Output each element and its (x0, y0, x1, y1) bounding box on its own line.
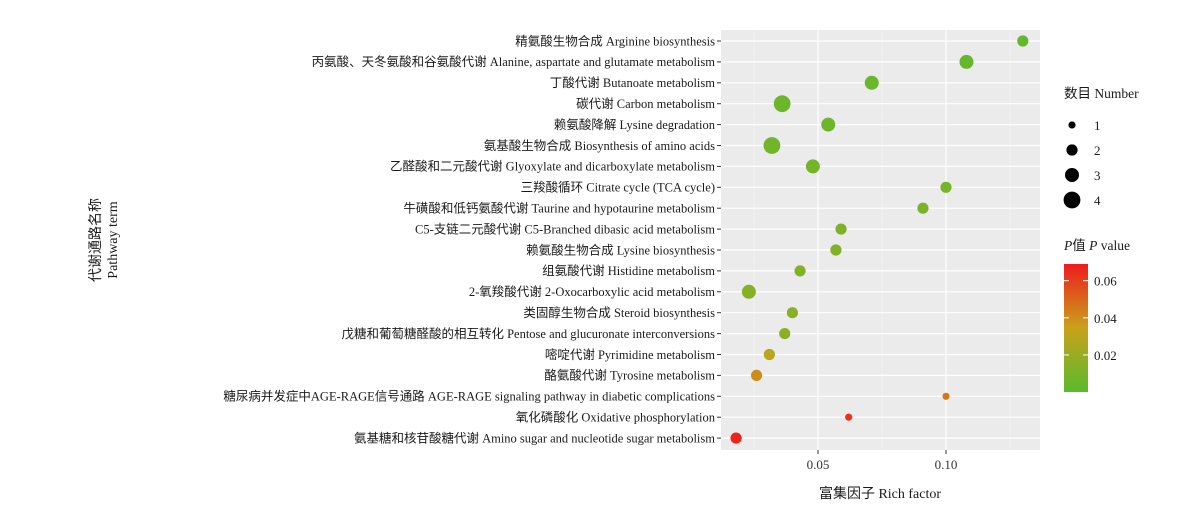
x-tick-label: 0.10 (935, 457, 958, 472)
plot-panel (721, 30, 1040, 450)
data-point (821, 117, 836, 132)
data-point (741, 284, 756, 299)
y-axis-title-line2: Pathway term (106, 201, 121, 278)
y-tick-label: 丙氨酸、天冬氨酸和谷氨酸代谢 Alanine, aspartate and gl… (312, 54, 716, 69)
data-point (959, 54, 974, 69)
size-legend-label: 4 (1094, 193, 1101, 208)
data-point (730, 432, 742, 444)
y-tick-label: 2-氧羧酸代谢 2-Oxocarboxylic acid metabolism (469, 284, 715, 299)
y-axis-title: 代谢通路名称 Pathway term (88, 198, 121, 282)
y-tick-label: 氨基酸生物合成 Biosynthesis of amino acids (484, 138, 715, 153)
size-legend-key (1063, 191, 1081, 209)
data-point (864, 75, 879, 90)
data-point (773, 95, 791, 113)
y-axis: 精氨酸生物合成 Arginine biosynthesis 丙氨酸、天冬氨酸和谷氨… (223, 33, 721, 445)
x-axis: 0.05 0.10 (807, 450, 958, 472)
data-point (835, 223, 847, 235)
data-point (763, 137, 781, 154)
color-legend-label: 0.04 (1094, 311, 1117, 326)
y-axis-title-line1: 代谢通路名称 (88, 198, 104, 282)
y-tick-label: 三羧酸循环 Citrate cycle (TCA cycle) (521, 180, 715, 195)
data-point (940, 181, 952, 193)
data-point (750, 369, 763, 381)
y-tick-label: 牛磺酸和低钙氨酸代谢 Taurine and hypotaurine metab… (403, 201, 715, 216)
size-legend-key (1068, 121, 1076, 129)
y-tick-label: 组氨酸代谢 Histidine metabolism (542, 263, 715, 278)
data-point (845, 413, 853, 421)
y-tick-label: 乙醛酸和二元酸代谢 Glyoxylate and dicarboxylate m… (390, 159, 715, 174)
y-tick-label: 酪氨酸代谢 Tyrosine metabolism (544, 368, 715, 383)
grid-lines (721, 30, 1040, 450)
y-tick-label: 氧化磷酸化 Oxidative phosphorylation (516, 410, 716, 425)
color-legend-label: 0.06 (1094, 274, 1117, 289)
y-tick-label: 嘧啶代谢 Pyrimidine metabolism (545, 347, 715, 362)
y-tick-label: 碳代谢 Carbon metabolism (576, 96, 715, 111)
y-tick-label: 戊糖和葡萄糖醛酸的相互转化 Pentose and glucuronate in… (341, 326, 715, 341)
y-tick-label: 糖尿病并发症中AGE-RAGE信号通路 AGE-RAGE signaling p… (223, 389, 715, 404)
size-legend: 数目 Number 1 2 3 4 (1063, 86, 1139, 209)
data-points (730, 35, 1029, 444)
size-legend-label: 3 (1094, 168, 1101, 183)
y-tick-label: 类固醇生物合成 Steroid biosynthesis (523, 305, 715, 320)
color-legend-bar (1064, 264, 1088, 392)
data-point (917, 202, 929, 214)
y-tick-label: 赖氨酸生物合成 Lysine biosynthesis (526, 242, 715, 257)
data-point (794, 265, 806, 277)
data-point (1017, 35, 1029, 47)
size-legend-label: 1 (1094, 118, 1101, 133)
y-tick-label: C5-支链二元酸代谢 C5-Branched dibasic acid meta… (415, 221, 715, 236)
y-tick-label: 丁酸代谢 Butanoate metabolism (550, 75, 716, 90)
y-tick-label: 赖氨酸降解 Lysine degradation (554, 117, 716, 132)
size-legend-title: 数目 Number (1064, 86, 1139, 101)
y-tick-label: 精氨酸生物合成 Arginine biosynthesis (515, 33, 715, 48)
size-legend-label: 2 (1094, 143, 1101, 158)
color-legend: P值 P value 0.06 0.04 0.02 (1063, 238, 1130, 392)
data-point (830, 244, 842, 256)
x-axis-title: 富集因子 Rich factor (819, 485, 941, 502)
y-tick-label: 氨基糖和核苷酸糖代谢 Amino sugar and nucleotide su… (354, 430, 715, 445)
size-legend-key (1066, 144, 1078, 156)
data-point (779, 328, 791, 340)
data-point (786, 307, 799, 319)
color-legend-title: P值 P value (1063, 238, 1130, 253)
data-point (763, 348, 775, 361)
color-legend-label: 0.02 (1094, 348, 1117, 363)
data-point (942, 392, 950, 400)
x-tick-label: 0.05 (807, 457, 830, 472)
data-point (805, 159, 820, 174)
size-legend-key (1065, 168, 1079, 182)
